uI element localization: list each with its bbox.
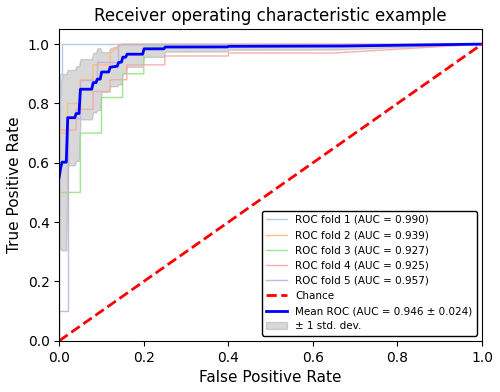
ROC fold 4 (AUC = 0.925): [124, 77, 130, 82]
Line: ROC fold 2 (AUC = 0.939): ROC fold 2 (AUC = 0.939): [59, 44, 482, 341]
ROC fold 5 (AUC = 0.957): [116, 42, 121, 47]
ROC fold 1 (AUC = 0.990): [59, 42, 65, 47]
ROC fold 1 (AUC = 0.990): [56, 116, 62, 121]
ROC fold 4 (AUC = 0.925): [124, 63, 130, 67]
ROC fold 1 (AUC = 0.990): [479, 42, 485, 47]
ROC fold 3 (AUC = 0.927): [479, 42, 485, 47]
ROC fold 3 (AUC = 0.927): [78, 131, 84, 136]
ROC fold 4 (AUC = 0.925): [56, 338, 62, 343]
ROC fold 4 (AUC = 0.925): [90, 107, 96, 112]
Mean ROC (AUC = 0.946 ± 0.024): [56, 175, 62, 180]
ROC fold 5 (AUC = 0.957): [479, 42, 485, 47]
X-axis label: False Positive Rate: False Positive Rate: [200, 370, 342, 385]
ROC fold 3 (AUC = 0.927): [98, 95, 104, 100]
ROC fold 4 (AUC = 0.925): [107, 89, 113, 94]
Mean ROC (AUC = 0.946 ± 0.024): [440, 42, 446, 47]
ROC fold 3 (AUC = 0.927): [78, 190, 84, 195]
ROC fold 5 (AUC = 0.957): [116, 60, 121, 64]
ROC fold 2 (AUC = 0.939): [78, 101, 84, 106]
ROC fold 4 (AUC = 0.925): [479, 42, 485, 47]
ROC fold 5 (AUC = 0.957): [94, 60, 100, 64]
ROC fold 1 (AUC = 0.990): [58, 116, 64, 121]
Mean ROC (AUC = 0.946 ± 0.024): [306, 44, 312, 49]
ROC fold 5 (AUC = 0.957): [56, 338, 62, 343]
ROC fold 2 (AUC = 0.939): [90, 77, 96, 82]
ROC fold 2 (AUC = 0.939): [107, 63, 113, 67]
ROC fold 1 (AUC = 0.990): [60, 42, 66, 47]
ROC fold 5 (AUC = 0.957): [94, 77, 100, 82]
ROC fold 3 (AUC = 0.927): [141, 71, 147, 76]
ROC fold 3 (AUC = 0.927): [56, 338, 62, 343]
ROC fold 3 (AUC = 0.927): [120, 95, 126, 100]
ROC fold 4 (AUC = 0.925): [56, 128, 62, 132]
ROC fold 4 (AUC = 0.925): [331, 51, 337, 55]
Line: ROC fold 5 (AUC = 0.957): ROC fold 5 (AUC = 0.957): [59, 44, 482, 341]
ROC fold 2 (AUC = 0.939): [56, 131, 62, 136]
ROC fold 4 (AUC = 0.925): [226, 51, 232, 55]
ROC fold 4 (AUC = 0.925): [162, 54, 168, 58]
Mean ROC (AUC = 0.946 ± 0.024): [315, 44, 321, 49]
ROC fold 4 (AUC = 0.925): [162, 63, 168, 67]
Legend: ROC fold 1 (AUC = 0.990), ROC fold 2 (AUC = 0.939), ROC fold 3 (AUC = 0.927), RO: ROC fold 1 (AUC = 0.990), ROC fold 2 (AU…: [262, 211, 477, 336]
Mean ROC (AUC = 0.946 ± 0.024): [308, 44, 314, 49]
ROC fold 4 (AUC = 0.925): [90, 89, 96, 94]
ROC fold 2 (AUC = 0.939): [107, 51, 113, 55]
ROC fold 4 (AUC = 0.925): [107, 77, 113, 82]
Mean ROC (AUC = 0.946 ± 0.024): [412, 43, 418, 47]
Mean ROC (AUC = 0.946 ± 0.024): [479, 42, 485, 47]
ROC fold 3 (AUC = 0.927): [141, 45, 147, 49]
ROC fold 2 (AUC = 0.939): [78, 77, 84, 82]
ROC fold 4 (AUC = 0.925): [73, 128, 79, 132]
Title: Receiver operating characteristic example: Receiver operating characteristic exampl…: [94, 7, 447, 25]
ROC fold 2 (AUC = 0.939): [90, 63, 96, 67]
ROC fold 3 (AUC = 0.927): [56, 190, 62, 195]
ROC fold 5 (AUC = 0.957): [78, 116, 84, 121]
ROC fold 1 (AUC = 0.990): [59, 71, 65, 76]
ROC fold 3 (AUC = 0.927): [120, 71, 126, 76]
Y-axis label: True Positive Rate: True Positive Rate: [7, 117, 22, 253]
ROC fold 5 (AUC = 0.957): [78, 77, 84, 82]
ROC fold 2 (AUC = 0.939): [56, 338, 62, 343]
Line: ROC fold 4 (AUC = 0.925): ROC fold 4 (AUC = 0.925): [59, 44, 482, 341]
ROC fold 5 (AUC = 0.957): [56, 309, 62, 314]
Mean ROC (AUC = 0.946 ± 0.024): [58, 166, 64, 171]
Line: ROC fold 1 (AUC = 0.990): ROC fold 1 (AUC = 0.990): [59, 44, 482, 341]
ROC fold 2 (AUC = 0.939): [64, 101, 70, 106]
ROC fold 2 (AUC = 0.939): [120, 42, 126, 47]
ROC fold 4 (AUC = 0.925): [73, 107, 79, 112]
ROC fold 5 (AUC = 0.957): [64, 309, 70, 314]
ROC fold 4 (AUC = 0.925): [226, 54, 232, 58]
ROC fold 1 (AUC = 0.990): [60, 42, 66, 47]
ROC fold 2 (AUC = 0.939): [479, 42, 485, 47]
ROC fold 5 (AUC = 0.957): [64, 116, 70, 121]
ROC fold 1 (AUC = 0.990): [58, 71, 64, 76]
Line: ROC fold 3 (AUC = 0.927): ROC fold 3 (AUC = 0.927): [59, 44, 482, 341]
ROC fold 1 (AUC = 0.990): [56, 338, 62, 343]
ROC fold 3 (AUC = 0.927): [98, 131, 104, 136]
Line: Mean ROC (AUC = 0.946 ± 0.024): Mean ROC (AUC = 0.946 ± 0.024): [59, 44, 482, 177]
ROC fold 2 (AUC = 0.939): [64, 131, 70, 136]
